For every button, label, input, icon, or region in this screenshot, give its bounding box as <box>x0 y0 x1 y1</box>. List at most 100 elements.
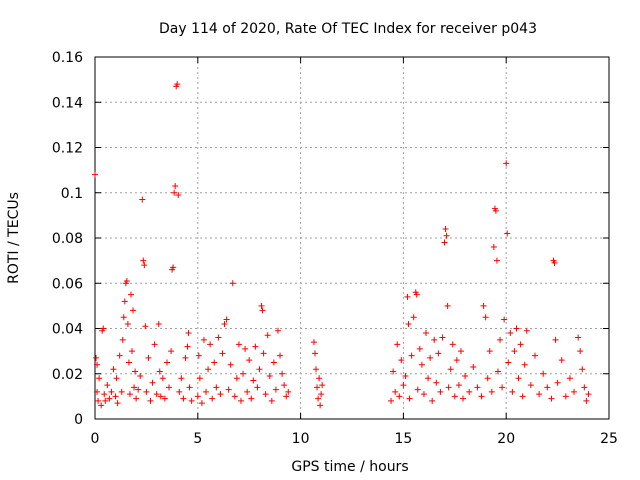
data-point <box>124 320 131 327</box>
data-point <box>501 316 508 323</box>
data-point <box>443 232 450 239</box>
data-point <box>94 388 101 395</box>
data-point <box>112 393 119 400</box>
data-point <box>184 343 191 350</box>
data-point <box>283 393 290 400</box>
data-point <box>505 359 512 366</box>
data-point <box>318 391 325 398</box>
data-point <box>410 314 417 321</box>
data-point <box>219 350 226 357</box>
data-point <box>205 366 212 373</box>
data-point <box>258 302 265 309</box>
data-point <box>196 375 203 382</box>
data-point <box>581 384 588 391</box>
data-point <box>414 386 421 393</box>
data-point <box>172 182 179 189</box>
data-point <box>121 298 128 305</box>
y-axis-label: ROTI / TECUs <box>6 192 22 284</box>
data-point <box>513 325 520 332</box>
x-tick-label: 0 <box>91 431 100 447</box>
data-point <box>198 400 205 407</box>
data-point <box>562 393 569 400</box>
data-point <box>225 386 232 393</box>
data-point <box>163 359 170 366</box>
data-point <box>266 373 273 380</box>
data-point <box>125 359 132 366</box>
data-point <box>493 257 500 264</box>
data-point <box>93 354 100 361</box>
data-point <box>405 320 412 327</box>
data-point <box>149 379 156 386</box>
data-point <box>313 366 320 373</box>
data-point <box>139 196 146 203</box>
y-axis-ticks: 0 0.02 0.04 0.06 0.08 0.1 0.12 0.14 0.16 <box>52 50 609 428</box>
data-point <box>133 395 140 402</box>
data-point <box>268 397 275 404</box>
data-point <box>94 361 101 368</box>
data-point <box>123 277 130 284</box>
data-point <box>478 393 485 400</box>
data-point <box>131 384 138 391</box>
data-point <box>104 382 111 389</box>
data-point <box>279 370 286 377</box>
data-point <box>209 395 216 402</box>
data-point <box>102 397 109 404</box>
data-point <box>523 327 530 334</box>
data-point <box>256 366 263 373</box>
data-point <box>180 395 187 402</box>
data-point <box>435 350 442 357</box>
data-point <box>507 330 514 337</box>
data-point <box>551 259 558 266</box>
data-point <box>420 391 427 398</box>
x-axis-ticks: 0 5 10 15 20 25 <box>91 57 618 447</box>
data-point <box>511 348 518 355</box>
data-point <box>315 395 322 402</box>
data-point <box>140 257 147 264</box>
data-point <box>311 350 318 357</box>
data-point <box>444 302 451 309</box>
data-point <box>433 379 440 386</box>
data-point <box>135 386 142 393</box>
data-point <box>455 382 462 389</box>
data-point <box>494 368 501 375</box>
data-point <box>423 330 430 337</box>
data-point <box>316 375 323 382</box>
data-point <box>262 391 269 398</box>
data-point <box>540 370 547 377</box>
x-tick-label: 20 <box>497 431 515 447</box>
data-point <box>310 339 317 346</box>
data-point <box>168 348 175 355</box>
data-point <box>95 397 102 404</box>
data-point <box>453 357 460 364</box>
data-point <box>272 386 279 393</box>
data-point <box>250 377 257 384</box>
data-point <box>470 363 477 370</box>
data-point <box>217 391 224 398</box>
data-point <box>244 388 251 395</box>
data-point <box>317 402 324 409</box>
data-point <box>457 348 464 355</box>
data-point <box>215 334 222 341</box>
data-point <box>240 370 247 377</box>
data-point <box>406 395 413 402</box>
data-point <box>151 341 158 348</box>
data-point <box>142 323 149 330</box>
data-point <box>579 366 586 373</box>
data-point <box>233 375 240 382</box>
data-point <box>223 316 230 323</box>
data-point <box>200 336 207 343</box>
y-tick-label: 0.12 <box>52 141 83 157</box>
data-point <box>398 357 405 364</box>
data-point <box>416 345 423 352</box>
data-point <box>517 341 524 348</box>
data-points <box>92 81 592 409</box>
y-tick-label: 0.04 <box>52 322 83 338</box>
data-point <box>248 395 255 402</box>
data-point <box>402 373 409 380</box>
data-point <box>319 382 326 389</box>
data-point <box>159 375 166 382</box>
y-tick-label: 0.02 <box>52 367 83 383</box>
data-point <box>314 384 321 391</box>
data-point <box>185 330 192 337</box>
data-point <box>577 348 584 355</box>
